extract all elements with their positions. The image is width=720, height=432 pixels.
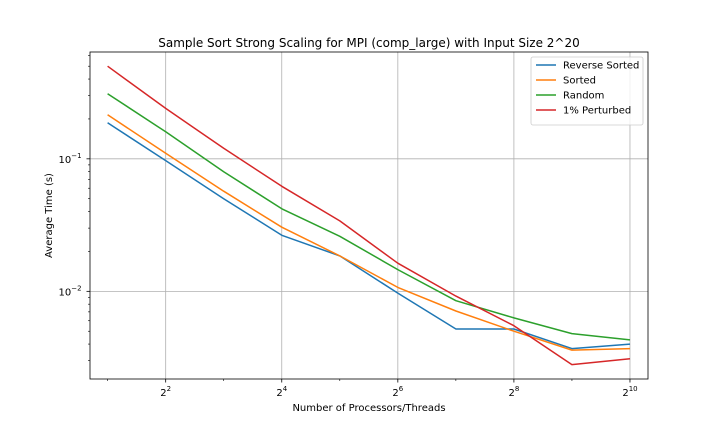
series-lines [107, 65, 631, 366]
chart-title: Sample Sort Strong Scaling for MPI (comp… [158, 36, 580, 50]
plot-frame [89, 51, 649, 380]
y-axis-label: Average Time (s) [44, 173, 55, 258]
x-tick-label: 22 [160, 385, 171, 399]
x-tick-label: 26 [392, 385, 403, 399]
y-tick-label: 10−2 [58, 284, 81, 298]
series-line-2 [107, 93, 631, 341]
legend-label: 1% Perturbed [563, 106, 631, 117]
legend-label: Sorted [563, 76, 596, 87]
legend-box [530, 56, 644, 126]
legend-label: Reverse Sorted [563, 61, 639, 72]
x-tick-label: 24 [276, 385, 287, 399]
x-axis-label: Number of Processors/Threads [292, 403, 445, 414]
x-tick-label: 210 [622, 385, 637, 399]
x-tick-label: 28 [508, 385, 519, 399]
axis-ticks: 22 24 26 28 210 10−1 10−2 [58, 55, 638, 399]
y-tick-label: 10−1 [58, 152, 81, 166]
series-line-1 [107, 114, 631, 351]
legend-label: Random [563, 91, 604, 102]
legend: Reverse Sorted Sorted Random 1% Perturbed [530, 56, 644, 126]
series-line-0 [107, 122, 631, 350]
series-line-3 [107, 65, 631, 366]
